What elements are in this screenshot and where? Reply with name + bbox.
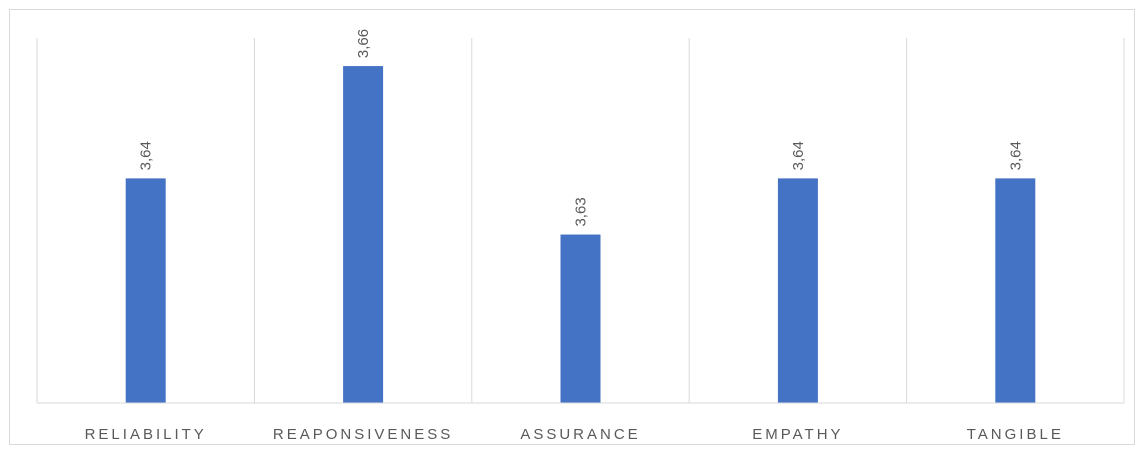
- data-label: 3,64: [790, 141, 807, 170]
- bar-reliability: [125, 178, 166, 403]
- category-gridlines: [36, 38, 1125, 403]
- category-label: REAPONSIVENESS: [273, 426, 453, 443]
- bars: [125, 66, 1036, 404]
- data-label: 3,64: [1007, 141, 1024, 170]
- bar-tangible: [995, 178, 1036, 403]
- bar-chart: 3,64 3,66 3,63 3,64 3,64 RELIABILITY REAPONSI…: [36, 29, 1125, 443]
- category-label: RELIABILITY: [85, 426, 207, 443]
- category-label: TANGIBLE: [967, 426, 1064, 443]
- category-label: ASSURANCE: [520, 426, 640, 443]
- category-axis-labels: RELIABILITY REAPONSIVENESS ASSURANCE EMPATH…: [85, 426, 1064, 443]
- bar-empathy: [777, 178, 818, 403]
- data-labels: 3,64 3,66 3,63 3,64 3,64: [138, 29, 1025, 227]
- data-label: 3,63: [573, 197, 590, 226]
- chart-frame: 3,64 3,66 3,63 3,64 3,64 RELIABILITY REAPONSI…: [9, 9, 1135, 445]
- bar-reaponsiveness: [343, 66, 384, 404]
- category-label: EMPATHY: [752, 426, 843, 443]
- bar-assurance: [560, 234, 601, 403]
- data-label: 3,66: [355, 29, 372, 58]
- data-label: 3,64: [138, 141, 155, 170]
